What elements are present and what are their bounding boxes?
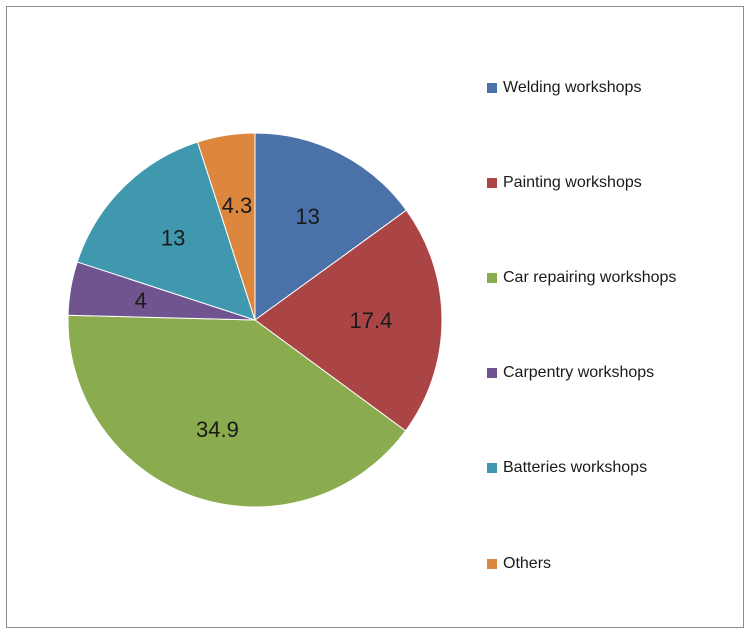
legend-item-carpentry: Carpentry workshops xyxy=(487,364,654,382)
legend-item-welding: Welding workshops xyxy=(487,79,641,97)
legend-label: Car repairing workshops xyxy=(503,269,677,286)
legend-item-others: Others xyxy=(487,555,551,573)
pie-chart: 13 17.4 34.9 4 13 4.3 xyxy=(67,132,443,508)
legend-label: Others xyxy=(503,555,552,572)
legend-swatch xyxy=(487,463,497,473)
legend-item-painting: Painting workshops xyxy=(487,174,642,192)
legend-item-car-repairing: Car repairing workshops xyxy=(487,269,676,287)
data-label-carpentry-workshops: 4 xyxy=(135,288,147,313)
data-label-painting-workshops: 17.4 xyxy=(350,308,393,333)
pie-slice-welding-workshops xyxy=(254,132,408,321)
data-label-car-repairing-workshops: 34.9 xyxy=(196,417,239,442)
chart-frame: 13 17.4 34.9 4 13 4.3 Welding workshops Paint… xyxy=(6,6,744,628)
pie-slice-painting-workshops xyxy=(254,209,443,432)
legend-swatch xyxy=(487,368,497,378)
legend-label: Carpentry workshops xyxy=(503,364,655,381)
legend-label: Welding workshops xyxy=(503,79,642,96)
legend-label: Painting workshops xyxy=(503,174,642,191)
legend-label: Batteries workshops xyxy=(503,459,648,476)
data-label-others: 4.3 xyxy=(222,193,253,218)
legend-item-batteries: Batteries workshops xyxy=(487,459,647,477)
legend-swatch xyxy=(487,83,497,93)
pie-slice-batteries-workshops xyxy=(76,141,256,321)
pie-slice-others xyxy=(196,132,256,321)
legend-swatch xyxy=(487,273,497,283)
legend-swatch xyxy=(487,178,497,188)
data-label-batteries-workshops: 13 xyxy=(161,225,185,250)
pie-slice-car-repairing-workshops xyxy=(67,314,407,508)
data-label-welding-workshops: 13 xyxy=(295,204,319,229)
legend-swatch xyxy=(487,559,497,569)
